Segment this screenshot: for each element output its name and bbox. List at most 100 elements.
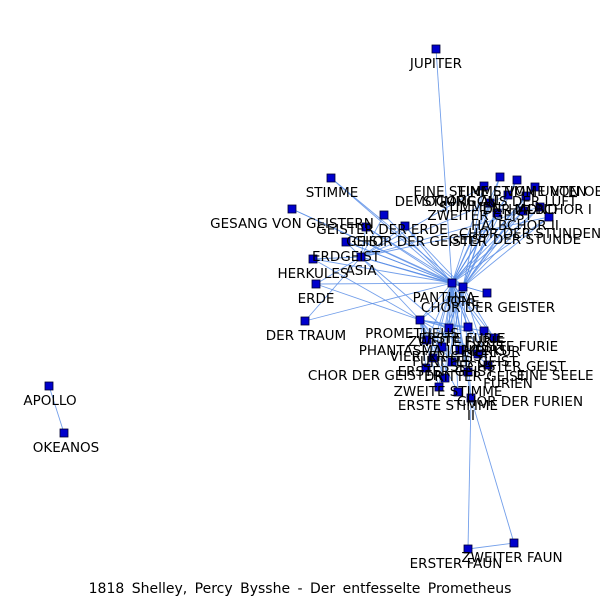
edge-geist-asia bbox=[360, 226, 367, 258]
node-eine-seele bbox=[483, 360, 493, 370]
edge-erdgeist-ione bbox=[345, 241, 464, 288]
node-label-erster-faun: ERSTER FAUN bbox=[410, 556, 503, 572]
edge-geister-der-erde-panthea bbox=[383, 214, 453, 284]
node-zweiter-geist bbox=[521, 191, 531, 201]
node-zweite-furie bbox=[463, 322, 473, 332]
node-label-chor-der-geister: CHOR DER GEISTER bbox=[421, 300, 555, 316]
node-chor-der-geister-2 bbox=[400, 221, 410, 231]
node-label-der-mond: DER MOND bbox=[482, 202, 557, 218]
edge-halbchor-i-asia bbox=[360, 206, 541, 258]
node-label-merkur: MERKUR bbox=[463, 344, 520, 360]
node-geist-der-stunde bbox=[544, 212, 554, 222]
node-apollo bbox=[44, 381, 54, 391]
edge-erster-geist-panthea bbox=[432, 282, 453, 359]
node-label-prometheus: PROMETHEUS bbox=[365, 326, 459, 342]
node-label-chor-der-geister-3: CHOR DER GEISTER bbox=[308, 368, 442, 384]
edge-phantasma-jupiters-panthea bbox=[426, 282, 453, 341]
edge-chor-der-furien-prometheus bbox=[419, 319, 446, 379]
edge-halbchor-ii-b-ione bbox=[462, 286, 472, 399]
edge-herkules-panthea bbox=[312, 258, 453, 284]
edge-erste-stimme-prometheus bbox=[419, 319, 459, 393]
node-chor-der-geister bbox=[482, 288, 492, 298]
node-der-mond bbox=[485, 198, 495, 208]
node-chor-der-furien bbox=[440, 373, 450, 383]
node-layer bbox=[44, 44, 554, 554]
edge-stimme-panthea bbox=[330, 177, 453, 284]
node-stimme-oben bbox=[512, 175, 522, 185]
node-prometheus bbox=[415, 315, 425, 325]
edge-halbchor-ii-b-panthea bbox=[451, 282, 472, 399]
edge-zweite-stimme-panthea bbox=[438, 282, 453, 388]
node-label-zweiter-faun: ZWEITER FAUN bbox=[461, 550, 562, 566]
node-label-dritte-furie: DRITTE FURIE bbox=[466, 339, 558, 355]
node-label-erde: ERDE bbox=[298, 291, 335, 307]
edge-geister-der-erde-asia bbox=[360, 214, 385, 258]
node-sechster-geist bbox=[473, 349, 483, 359]
node-label-fuenfter-geist: FÜNFTER GEIST bbox=[412, 352, 518, 370]
node-halbchor-i bbox=[535, 202, 545, 212]
edge-der-mond-panthea bbox=[451, 202, 491, 284]
edge-merkur-ione bbox=[462, 286, 495, 339]
node-label-okeanos: OKEANOS bbox=[33, 440, 100, 456]
node-label-halbchor-ii: HALBCHOR II bbox=[471, 218, 559, 234]
node-label-geist-der-stunde: GEIST DER STUNDE bbox=[449, 232, 581, 248]
node-vierter-geist bbox=[437, 342, 447, 352]
edge-erste-stimme-panthea bbox=[451, 282, 459, 393]
node-erste-furie bbox=[444, 323, 454, 333]
node-label-vierter-geist: VIERTER GEIST bbox=[390, 349, 491, 365]
edge-fuenfter-geist-panthea bbox=[451, 282, 461, 351]
node-label-dritter-geist: DRITTER GEIST bbox=[424, 369, 527, 385]
node-geister-der-erde bbox=[379, 210, 389, 220]
edge-jupiter-panthea bbox=[435, 48, 453, 284]
node-label-zweiter-geist: ZWEITER GEIST bbox=[427, 208, 533, 224]
node-label-furien: FURIEN bbox=[483, 376, 533, 392]
node-label-panthea: PANTHEA bbox=[413, 290, 477, 306]
node-stimme bbox=[326, 173, 336, 183]
node-merkur bbox=[489, 333, 499, 343]
node-label-apollo: APOLLO bbox=[23, 393, 76, 409]
edge-geist-der-stunde-ione bbox=[462, 216, 550, 288]
edge-fuenfter-geist-ione bbox=[459, 286, 464, 351]
node-label-halbchor-i: HALBCHOR I bbox=[508, 202, 592, 218]
edge-apollo-okeanos bbox=[48, 385, 65, 434]
node-okeanos bbox=[59, 428, 69, 438]
node-label-halbchor-ii-b: II bbox=[467, 408, 475, 424]
edge-dritte-furie-panthea bbox=[451, 282, 485, 332]
node-gesang-von-geistern bbox=[287, 204, 297, 214]
node-label-eine-seele: EINE SEELE bbox=[516, 368, 593, 384]
edge-herkules-prometheus bbox=[312, 258, 421, 321]
edge-geist-der-stunde-panthea bbox=[451, 216, 550, 284]
node-label-herkules: HERKULES bbox=[277, 266, 348, 282]
node-label-stimme-aus-der-luft: STIMME AUS DER LUFT bbox=[423, 194, 578, 210]
node-stimme-aus-der-luft bbox=[503, 190, 513, 200]
node-label-erster-geist: ERSTER GEIST bbox=[398, 364, 495, 380]
node-dritte-furie bbox=[479, 326, 489, 336]
node-label-jupiter: JUPITER bbox=[409, 56, 462, 72]
edge-chor-der-geister-panthea bbox=[451, 282, 488, 294]
node-label-chor-der-stunden: CHOR DER STUNDEN bbox=[459, 226, 600, 242]
label-layer: JUPITER STIMME GESANG VON GEISTERNGEISTER … bbox=[23, 56, 600, 572]
edge-demogorgon-asia bbox=[360, 185, 485, 258]
node-chor-der-geister-3 bbox=[421, 363, 431, 373]
edge-erde-prometheus bbox=[315, 283, 421, 321]
node-label-erste-furie: ERSTE FURIE bbox=[418, 331, 505, 347]
node-jupiter bbox=[431, 44, 441, 54]
edge-geist-der-stunde-asia bbox=[360, 216, 550, 258]
edge-zweite-stimme-prometheus bbox=[419, 319, 440, 388]
node-panthea bbox=[447, 278, 457, 288]
node-label-stimme: STIMME bbox=[306, 185, 359, 201]
edge-erde-panthea bbox=[315, 282, 453, 285]
node-ione bbox=[458, 282, 468, 292]
node-label-asia: ASIA bbox=[345, 263, 377, 279]
node-label-chor-der-furien: CHOR DER FURIEN bbox=[457, 394, 583, 410]
node-label-stimme-oben: EINE STIMME VON OBEN bbox=[458, 184, 600, 200]
edge-gesang-von-geistern-ione bbox=[291, 208, 464, 288]
edge-herkules-asia bbox=[312, 256, 362, 260]
edge-layer bbox=[48, 48, 550, 550]
edge-erde-asia bbox=[315, 256, 362, 285]
edge-der-traum-panthea bbox=[304, 282, 453, 322]
node-erde bbox=[311, 279, 321, 289]
node-halbchor-ii-b bbox=[466, 393, 476, 403]
node-chor-der-stunden bbox=[492, 208, 502, 218]
